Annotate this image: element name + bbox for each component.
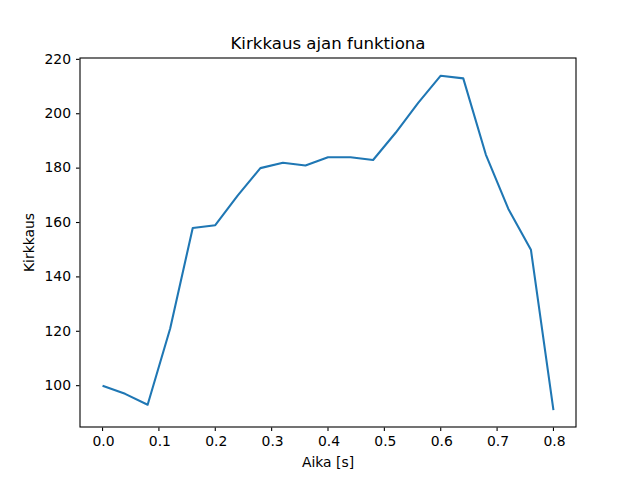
chart-title: Kirkkaus ajan funktiona bbox=[230, 34, 425, 53]
y-tick-label: 140 bbox=[44, 268, 71, 284]
x-tick-label: 0.4 bbox=[318, 433, 340, 449]
y-tick-label: 200 bbox=[44, 105, 71, 121]
x-tick-label: 0.5 bbox=[374, 433, 396, 449]
data-line bbox=[103, 76, 554, 410]
y-tick-label: 120 bbox=[44, 323, 71, 339]
x-tick-label: 0.3 bbox=[262, 433, 284, 449]
x-axis-label: Aika [s] bbox=[302, 454, 354, 470]
y-tick-label: 220 bbox=[44, 51, 71, 67]
x-tick-label: 0.8 bbox=[543, 433, 565, 449]
x-tick-label: 0.2 bbox=[205, 433, 227, 449]
figure: 0.0 0.1 0.2 0.3 0.4 0.5 0.6 0.7 0.8 100 120 140 160 1… bbox=[0, 0, 640, 480]
x-tick-label: 0.6 bbox=[431, 433, 453, 449]
y-tick-label: 100 bbox=[44, 377, 71, 393]
x-tick-label: 0.1 bbox=[149, 433, 171, 449]
line-chart: 0.0 0.1 0.2 0.3 0.4 0.5 0.6 0.7 0.8 100 120 140 160 1… bbox=[0, 0, 640, 480]
x-tick-label: 0.0 bbox=[92, 433, 114, 449]
y-tick-label: 160 bbox=[44, 214, 71, 230]
axes-spines bbox=[80, 58, 576, 427]
x-tick-label: 0.7 bbox=[487, 433, 509, 449]
y-axis-label: Kirkkaus bbox=[21, 213, 37, 272]
y-tick-label: 180 bbox=[44, 159, 71, 175]
